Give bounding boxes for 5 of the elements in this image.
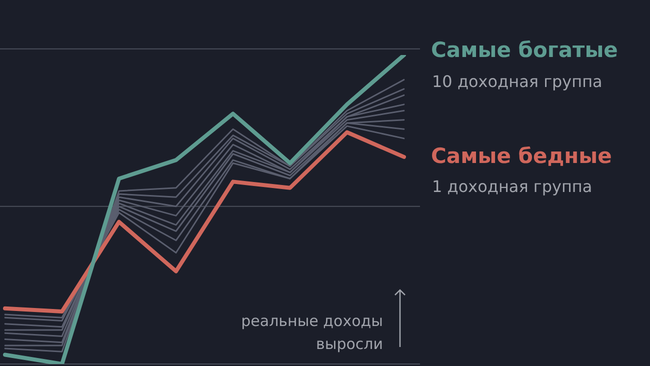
text: 10 доходная группа [432, 72, 602, 91]
series-label: Самые бедные [431, 144, 612, 168]
annotation: реальные доходы выросли [240, 311, 383, 355]
text: 1 доходная группа [432, 177, 592, 196]
series-label: Самые богатые [431, 38, 618, 62]
